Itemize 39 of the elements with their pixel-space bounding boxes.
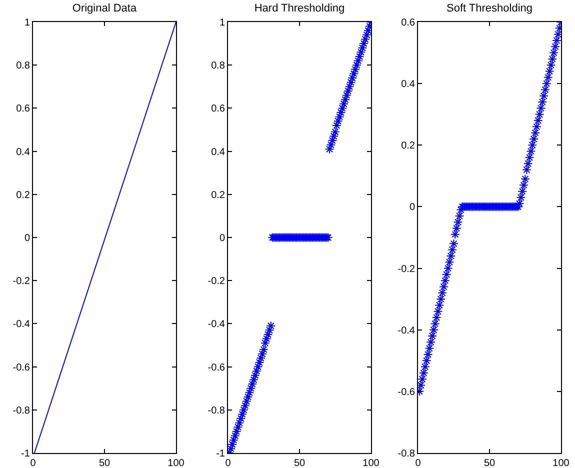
chart-title: Original Data — [72, 2, 138, 15]
y-tick-label: 1 — [219, 18, 226, 28]
y-tick-label: -0.6 — [12, 362, 30, 374]
x-tick-label: 50 — [98, 458, 110, 468]
x-tick-label: 100 — [362, 458, 380, 468]
y-tick-label: -1 — [21, 448, 30, 460]
y-tick-label: 1 — [24, 18, 30, 28]
y-tick-label: 0 — [219, 233, 226, 244]
y-tick-label: -0.4 — [208, 319, 226, 330]
y-tick-label: 0.8 — [211, 60, 226, 72]
y-tick-label: -0.8 — [12, 405, 30, 416]
x-tick-label: 50 — [294, 458, 306, 468]
y-tick-label: -0.4 — [12, 319, 30, 330]
y-tick-label: 0.4 — [211, 146, 226, 158]
y-tick-label: -0.6 — [398, 386, 416, 398]
y-tick-label: 0.6 — [401, 18, 416, 28]
y-tick-label: -0.2 — [12, 276, 30, 288]
chart-title: Hard Thresholding — [254, 2, 345, 15]
y-tick-label: -1 — [216, 448, 226, 460]
y-tick-label: -0.6 — [208, 362, 226, 374]
y-tick-label: 0.4 — [16, 146, 30, 158]
y-tick-label: 0.6 — [16, 104, 30, 115]
y-tick-label: 0.6 — [211, 104, 226, 115]
x-tick-label: 100 — [552, 458, 570, 468]
y-tick-label: 0.2 — [211, 190, 226, 201]
x-tick-label: 100 — [168, 458, 185, 468]
y-tick-label: -0.2 — [398, 264, 416, 275]
y-tick-label: -0.8 — [208, 405, 226, 416]
y-tick-label: 0 — [409, 202, 416, 214]
y-tick-label: 0.8 — [16, 60, 30, 72]
y-tick-label: -0.4 — [398, 325, 416, 336]
chart-title: Soft Thresholding — [446, 2, 533, 15]
y-tick-label: 0.4 — [401, 79, 416, 90]
y-tick-label: -0.2 — [208, 276, 226, 288]
y-tick-label: -0.8 — [398, 448, 416, 460]
y-tick-label: 0 — [24, 233, 30, 244]
y-tick-label: 0.2 — [16, 190, 30, 201]
y-tick-label: 0.2 — [401, 140, 416, 152]
x-tick-label: 50 — [484, 458, 496, 468]
